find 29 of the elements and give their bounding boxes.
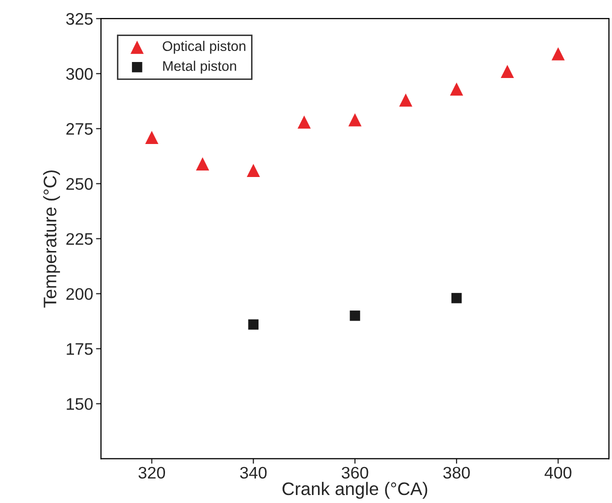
x-axis-title: Crank angle (°CA) — [282, 482, 428, 499]
y-tick-label: 275 — [66, 123, 93, 135]
x-tick-label: 360 — [342, 466, 368, 479]
point — [248, 319, 259, 330]
point — [196, 157, 210, 170]
point — [246, 164, 260, 178]
x-tick-label: 400 — [544, 466, 572, 479]
point — [399, 93, 412, 107]
point — [450, 82, 464, 96]
point — [500, 64, 514, 78]
x-tick-label: 320 — [138, 466, 166, 479]
y-tick-label: 200 — [66, 288, 93, 300]
point — [552, 47, 565, 60]
y-tick-label: 225 — [66, 233, 93, 245]
x-tick-label: 380 — [443, 466, 470, 479]
point — [451, 292, 462, 304]
point — [350, 310, 360, 321]
point — [298, 115, 311, 129]
y-tick-label: 325 — [66, 13, 93, 25]
y-tick-label: 175 — [66, 343, 93, 355]
point — [145, 130, 158, 144]
y-axis-title: Temperature (°C) — [43, 170, 60, 308]
x-tick-label: 340 — [240, 466, 267, 479]
y-tick-label: 250 — [66, 178, 93, 190]
legend-label: Optical piston — [162, 40, 246, 54]
y-tick-label: 150 — [66, 398, 93, 410]
legend-label: Metal piston — [163, 60, 236, 74]
y-tick-label: 300 — [66, 68, 93, 80]
point — [348, 113, 362, 126]
